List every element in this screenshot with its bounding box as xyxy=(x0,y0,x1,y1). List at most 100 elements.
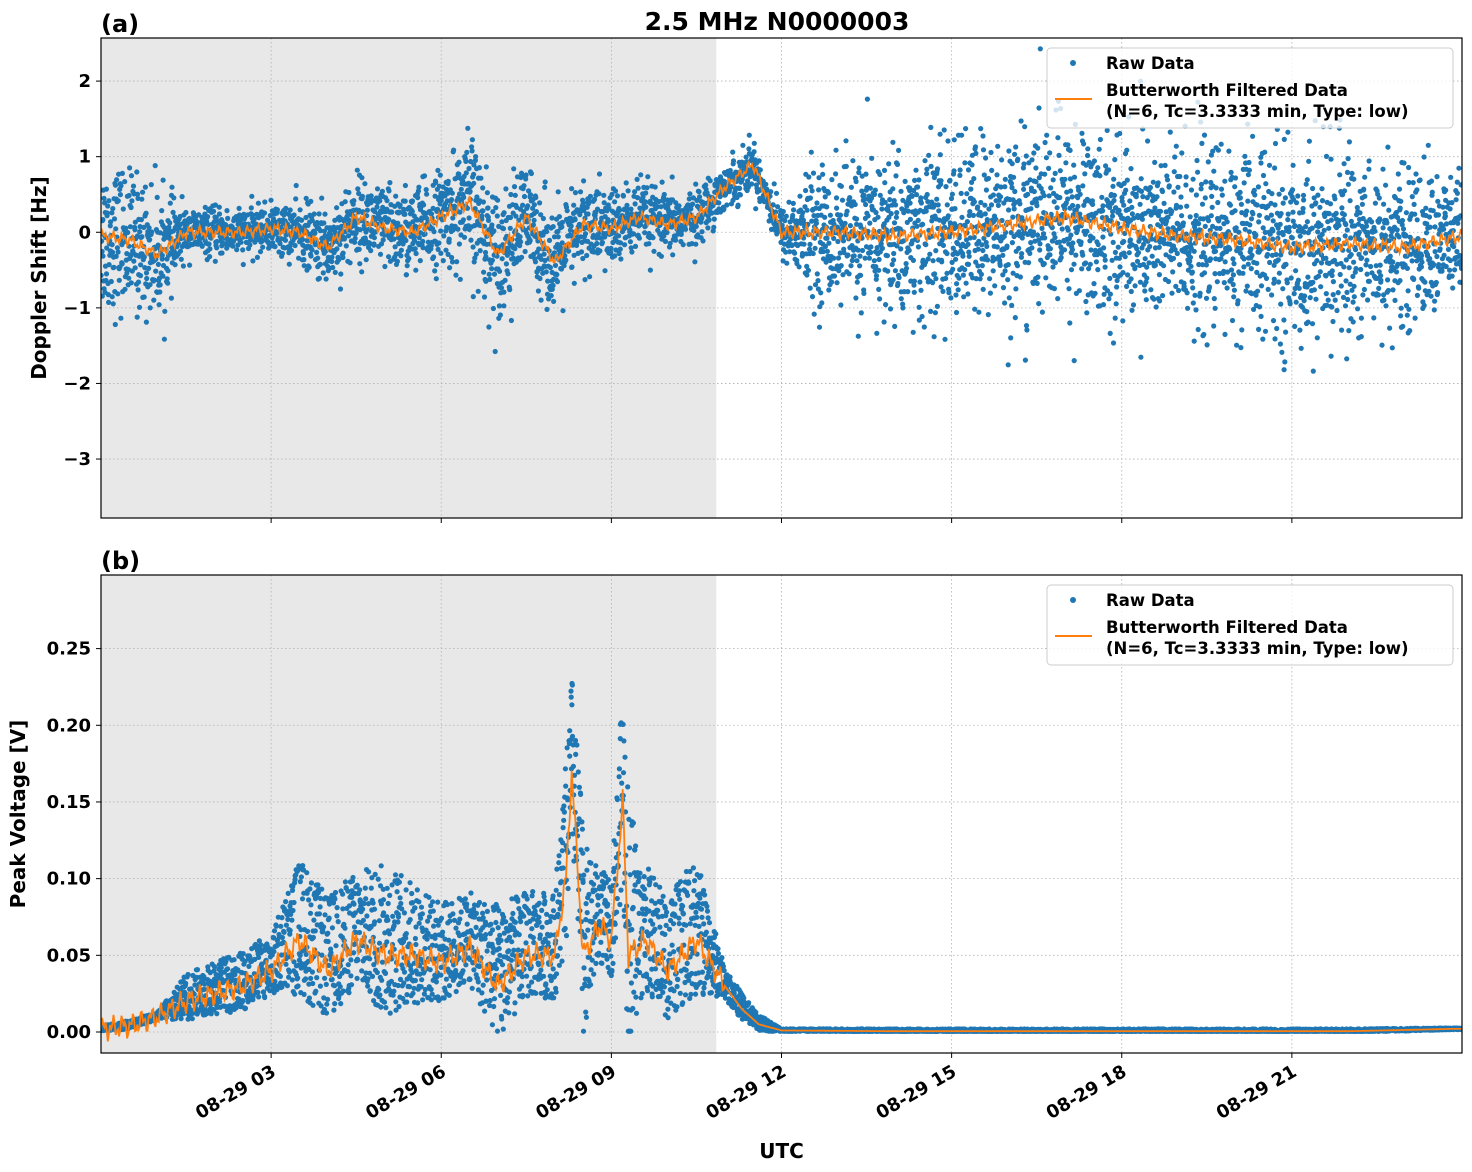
raw-data-point xyxy=(791,207,797,213)
raw-data-point xyxy=(261,210,268,216)
raw-data-point xyxy=(1056,239,1062,245)
raw-data-point xyxy=(1302,293,1308,299)
raw-data-point xyxy=(1037,247,1043,253)
raw-data-point xyxy=(279,250,285,257)
raw-data-point xyxy=(1107,204,1113,210)
raw-data-point xyxy=(711,224,717,230)
raw-data-point xyxy=(628,206,634,212)
raw-data-point xyxy=(1276,270,1282,276)
raw-data-point xyxy=(876,267,882,273)
raw-data-point xyxy=(1238,201,1244,207)
raw-data-point xyxy=(900,305,906,311)
raw-data-point xyxy=(1254,269,1260,275)
raw-data-point xyxy=(1338,283,1344,289)
raw-data-point xyxy=(1274,325,1280,332)
raw-data-point xyxy=(1002,268,1008,274)
raw-data-point xyxy=(585,211,591,217)
raw-data-point xyxy=(1134,246,1140,252)
raw-data-point xyxy=(160,273,166,279)
raw-data-point xyxy=(1161,200,1167,206)
raw-data-point xyxy=(1201,132,1208,138)
raw-data-point xyxy=(816,187,822,193)
raw-data-point xyxy=(1157,298,1163,304)
raw-data-point xyxy=(1159,188,1166,195)
raw-data-point xyxy=(915,184,921,190)
raw-data-point xyxy=(479,213,485,219)
raw-data-point xyxy=(1344,169,1351,175)
raw-data-point xyxy=(473,154,479,160)
raw-data-point xyxy=(1374,275,1380,281)
raw-data-point xyxy=(451,147,457,153)
raw-data-point xyxy=(874,330,880,336)
raw-data-point xyxy=(882,180,888,186)
raw-data-point xyxy=(101,293,105,299)
raw-data-point xyxy=(469,144,475,150)
raw-data-point xyxy=(472,255,478,261)
raw-data-point xyxy=(563,257,569,263)
raw-data-point xyxy=(965,291,971,297)
raw-data-point xyxy=(1221,280,1227,286)
raw-data-point xyxy=(1275,257,1281,263)
raw-data-point xyxy=(1278,211,1284,217)
raw-data-point xyxy=(1006,148,1012,154)
raw-data-point xyxy=(1440,204,1446,210)
raw-data-point xyxy=(1395,171,1401,177)
raw-data-point xyxy=(538,297,544,303)
raw-data-point xyxy=(1021,186,1027,192)
raw-data-point xyxy=(1052,260,1058,266)
raw-data-point xyxy=(1026,260,1032,266)
raw-data-point xyxy=(543,269,549,275)
raw-data-point xyxy=(816,175,822,181)
raw-data-point xyxy=(873,209,879,216)
raw-data-point xyxy=(1237,195,1243,201)
raw-data-point xyxy=(1042,139,1048,146)
raw-data-point xyxy=(567,227,574,233)
raw-data-point xyxy=(1062,206,1068,212)
raw-data-point xyxy=(356,190,362,197)
raw-data-point xyxy=(971,199,978,205)
raw-data-point xyxy=(293,182,299,189)
raw-data-point xyxy=(746,132,752,138)
raw-data-point xyxy=(975,204,981,210)
raw-data-point xyxy=(503,261,509,267)
raw-data-point xyxy=(1037,46,1043,52)
raw-data-point xyxy=(1149,253,1155,259)
raw-data-point xyxy=(531,202,538,208)
raw-data-point xyxy=(109,242,115,248)
raw-data-point xyxy=(632,189,638,195)
raw-data-point xyxy=(105,292,111,298)
raw-data-point xyxy=(973,276,979,282)
raw-data-point xyxy=(907,216,914,222)
raw-data-point xyxy=(775,204,781,210)
raw-data-point xyxy=(661,233,667,239)
raw-data-point xyxy=(966,253,972,259)
raw-data-point xyxy=(1342,233,1348,239)
raw-data-point xyxy=(948,295,954,301)
raw-data-point xyxy=(838,302,844,308)
raw-data-point xyxy=(594,206,601,212)
raw-data-point xyxy=(864,96,871,102)
raw-data-point xyxy=(560,308,566,314)
raw-data-point xyxy=(1060,182,1066,188)
raw-data-point xyxy=(890,139,896,145)
raw-data-point xyxy=(544,306,550,312)
raw-data-point xyxy=(106,299,112,305)
raw-data-point xyxy=(536,246,542,252)
raw-data-point xyxy=(1361,286,1367,293)
raw-data-point xyxy=(146,225,152,231)
raw-data-point xyxy=(1110,340,1117,346)
raw-data-point xyxy=(1071,162,1077,168)
raw-data-point xyxy=(143,319,149,325)
raw-data-point xyxy=(1172,247,1178,253)
raw-data-point xyxy=(391,236,397,242)
raw-data-point xyxy=(1102,264,1108,270)
raw-data-point xyxy=(490,209,496,215)
raw-data-point xyxy=(115,198,121,204)
raw-data-point xyxy=(1373,263,1379,269)
raw-data-point xyxy=(1385,144,1391,150)
raw-data-point xyxy=(1125,272,1131,278)
raw-data-point xyxy=(371,235,377,241)
raw-data-point xyxy=(111,264,117,270)
raw-data-point xyxy=(1307,295,1313,301)
raw-data-point xyxy=(382,263,388,270)
